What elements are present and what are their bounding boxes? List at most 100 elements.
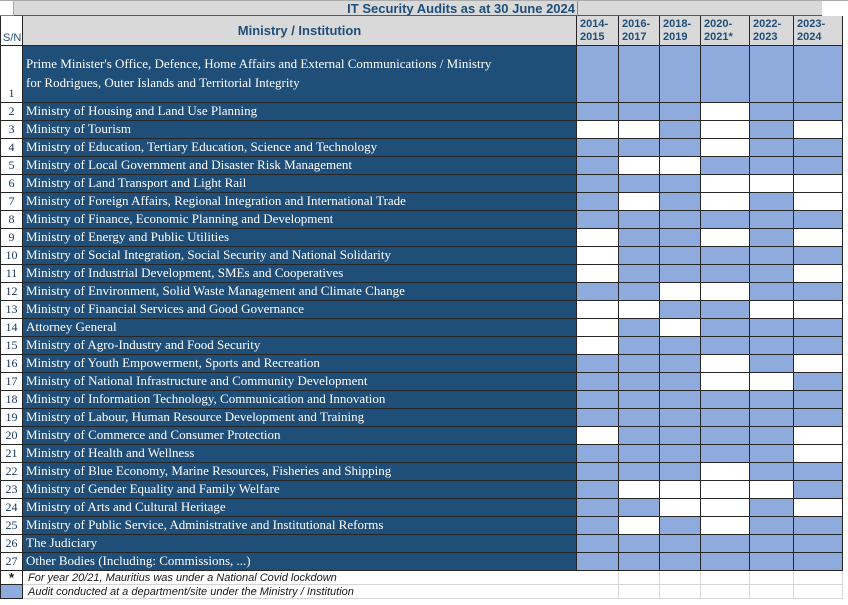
audit-conducted-cell[interactable] <box>660 517 701 535</box>
audit-empty-cell[interactable] <box>577 247 619 265</box>
audit-empty-cell[interactable] <box>577 229 619 247</box>
audit-empty-cell[interactable] <box>660 283 701 301</box>
audit-conducted-cell[interactable] <box>750 517 794 535</box>
audit-empty-cell[interactable] <box>577 265 619 283</box>
audit-conducted-cell[interactable] <box>794 409 843 427</box>
row-number-cell[interactable]: 18 <box>0 391 23 409</box>
audit-conducted-cell[interactable] <box>577 553 619 571</box>
audit-empty-cell[interactable] <box>577 121 619 139</box>
audit-empty-cell[interactable] <box>750 175 794 193</box>
audit-conducted-cell[interactable] <box>619 283 660 301</box>
audit-conducted-cell[interactable] <box>660 193 701 211</box>
audit-conducted-cell[interactable] <box>701 427 750 445</box>
audit-empty-cell[interactable] <box>577 301 619 319</box>
ministry-name-cell[interactable]: Ministry of Environment, Solid Waste Man… <box>23 283 577 301</box>
audit-empty-cell[interactable] <box>794 265 843 283</box>
audit-conducted-cell[interactable] <box>619 427 660 445</box>
ministry-name-cell[interactable]: Ministry of Finance, Economic Planning a… <box>23 211 577 229</box>
audit-empty-cell[interactable] <box>660 157 701 175</box>
audit-empty-cell[interactable] <box>619 121 660 139</box>
audit-conducted-cell[interactable] <box>750 355 794 373</box>
audit-conducted-cell[interactable] <box>660 427 701 445</box>
audit-conducted-cell[interactable] <box>750 121 794 139</box>
audit-conducted-cell[interactable] <box>660 409 701 427</box>
audit-conducted-cell[interactable] <box>577 499 619 517</box>
audit-conducted-cell[interactable] <box>577 409 619 427</box>
audit-conducted-cell[interactable] <box>794 157 843 175</box>
row-number-cell[interactable]: 10 <box>0 247 23 265</box>
audit-conducted-cell[interactable] <box>660 46 701 103</box>
audit-conducted-cell[interactable] <box>577 283 619 301</box>
audit-conducted-cell[interactable] <box>701 301 750 319</box>
audit-conducted-cell[interactable] <box>577 355 619 373</box>
ministry-name-cell[interactable]: Other Bodies (Including: Commissions, ..… <box>23 553 577 571</box>
audit-conducted-cell[interactable] <box>750 445 794 463</box>
audit-empty-cell[interactable] <box>701 517 750 535</box>
audit-conducted-cell[interactable] <box>577 445 619 463</box>
audit-conducted-cell[interactable] <box>619 337 660 355</box>
audit-conducted-cell[interactable] <box>619 103 660 121</box>
audit-empty-cell[interactable] <box>701 121 750 139</box>
audit-conducted-cell[interactable] <box>750 391 794 409</box>
audit-conducted-cell[interactable] <box>619 355 660 373</box>
audit-conducted-cell[interactable] <box>577 175 619 193</box>
audit-conducted-cell[interactable] <box>577 211 619 229</box>
audit-conducted-cell[interactable] <box>794 481 843 499</box>
audit-conducted-cell[interactable] <box>619 409 660 427</box>
audit-conducted-cell[interactable] <box>619 445 660 463</box>
audit-conducted-cell[interactable] <box>577 139 619 157</box>
row-number-cell[interactable]: 4 <box>0 139 23 157</box>
audit-empty-cell[interactable] <box>701 499 750 517</box>
audit-conducted-cell[interactable] <box>701 319 750 337</box>
audit-conducted-cell[interactable] <box>794 319 843 337</box>
audit-conducted-cell[interactable] <box>619 553 660 571</box>
ministry-name-cell[interactable]: Ministry of Education, Tertiary Educatio… <box>23 139 577 157</box>
audit-conducted-cell[interactable] <box>701 535 750 553</box>
audit-conducted-cell[interactable] <box>619 373 660 391</box>
row-number-cell[interactable]: 2 <box>0 103 23 121</box>
audit-conducted-cell[interactable] <box>701 445 750 463</box>
audit-conducted-cell[interactable] <box>619 535 660 553</box>
row-number-cell[interactable]: 9 <box>0 229 23 247</box>
audit-conducted-cell[interactable] <box>619 139 660 157</box>
row-number-cell[interactable]: 11 <box>0 265 23 283</box>
audit-conducted-cell[interactable] <box>794 463 843 481</box>
audit-conducted-cell[interactable] <box>619 175 660 193</box>
audit-conducted-cell[interactable] <box>794 247 843 265</box>
audit-empty-cell[interactable] <box>577 319 619 337</box>
row-number-cell[interactable]: 7 <box>0 193 23 211</box>
audit-conducted-cell[interactable] <box>660 463 701 481</box>
audit-empty-cell[interactable] <box>660 499 701 517</box>
audit-empty-cell[interactable] <box>619 193 660 211</box>
audit-conducted-cell[interactable] <box>577 193 619 211</box>
audit-conducted-cell[interactable] <box>701 211 750 229</box>
row-number-cell[interactable]: 16 <box>0 355 23 373</box>
audit-empty-cell[interactable] <box>619 517 660 535</box>
audit-conducted-cell[interactable] <box>750 409 794 427</box>
audit-conducted-cell[interactable] <box>750 499 794 517</box>
audit-conducted-cell[interactable] <box>750 157 794 175</box>
audit-conducted-cell[interactable] <box>619 211 660 229</box>
row-number-cell[interactable]: 1 <box>0 46 23 103</box>
audit-empty-cell[interactable] <box>701 481 750 499</box>
row-number-cell[interactable]: 13 <box>0 301 23 319</box>
audit-conducted-cell[interactable] <box>660 121 701 139</box>
audit-empty-cell[interactable] <box>794 301 843 319</box>
audit-empty-cell[interactable] <box>701 373 750 391</box>
audit-empty-cell[interactable] <box>794 499 843 517</box>
audit-conducted-cell[interactable] <box>577 391 619 409</box>
ministry-name-cell[interactable]: Ministry of Industrial Development, SMEs… <box>23 265 577 283</box>
audit-conducted-cell[interactable] <box>750 193 794 211</box>
audit-empty-cell[interactable] <box>660 319 701 337</box>
row-number-cell[interactable]: 26 <box>0 535 23 553</box>
audit-conducted-cell[interactable] <box>794 337 843 355</box>
ministry-name-cell[interactable]: Ministry of Labour, Human Resource Devel… <box>23 409 577 427</box>
audit-empty-cell[interactable] <box>701 229 750 247</box>
row-number-cell[interactable]: 14 <box>0 319 23 337</box>
audit-conducted-cell[interactable] <box>750 211 794 229</box>
audit-conducted-cell[interactable] <box>750 427 794 445</box>
audit-conducted-cell[interactable] <box>794 283 843 301</box>
audit-conducted-cell[interactable] <box>660 247 701 265</box>
ministry-name-cell[interactable]: Ministry of Energy and Public Utilities <box>23 229 577 247</box>
audit-conducted-cell[interactable] <box>577 481 619 499</box>
